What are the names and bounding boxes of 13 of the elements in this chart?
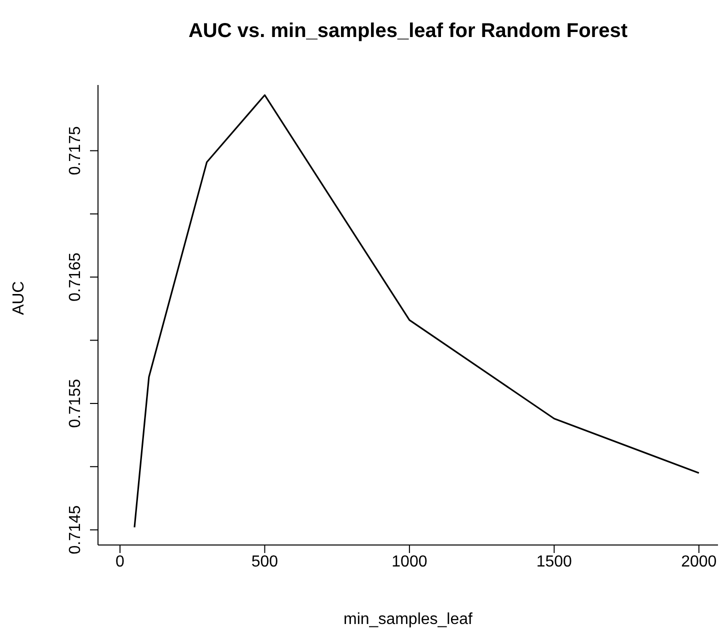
chart-title: AUC vs. min_samples_leaf for Random Forest (187, 20, 628, 43)
x-tick-label: 0 (116, 553, 125, 570)
x-tick-label: 500 (251, 553, 278, 570)
y-tick-label: 0.7145 (67, 505, 84, 554)
line-series (134, 94, 700, 528)
x-axis-title: min_samples_leaf (344, 611, 474, 628)
x-tick-label: 1500 (536, 553, 572, 570)
x-tick-label: 2000 (681, 553, 717, 570)
y-axis-title: AUC (10, 281, 28, 315)
y-tick-label: 0.7165 (67, 252, 84, 302)
y-tick-label: 0.7155 (67, 378, 84, 428)
y-tick-label: 0.7175 (67, 126, 84, 176)
x-tick-label: 1000 (392, 553, 428, 570)
